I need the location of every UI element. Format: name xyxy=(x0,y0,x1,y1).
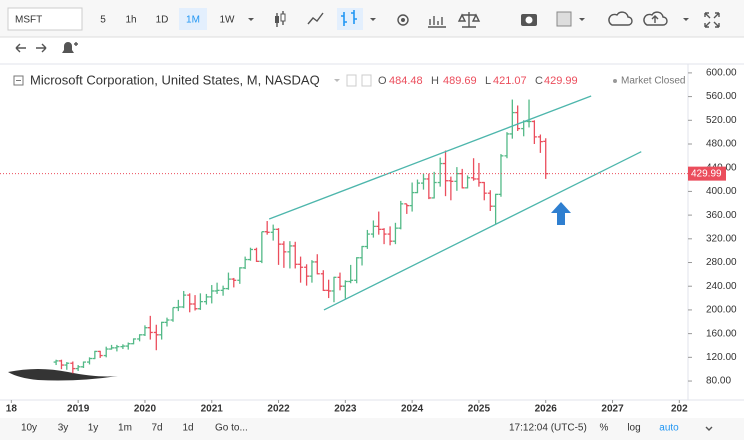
collapse-icon[interactable] xyxy=(13,75,24,86)
interval-button[interactable]: 1D xyxy=(156,15,169,26)
x-tick-label: 2027 xyxy=(601,404,624,415)
x-tick-label: 2021 xyxy=(201,404,224,415)
y-tick-label: 240.00 xyxy=(706,281,737,292)
legend-high: 489.69 xyxy=(443,75,477,87)
x-tick-label: 2023 xyxy=(334,404,357,415)
legend-label: H xyxy=(431,75,439,87)
interval-button[interactable]: 1M xyxy=(186,15,200,26)
y-tick-label: 160.00 xyxy=(706,328,737,339)
y-tick-label: 600.00 xyxy=(706,68,737,79)
y-tick-label: 320.00 xyxy=(706,233,737,244)
trend-line xyxy=(323,151,642,311)
x-tick-label: 2025 xyxy=(468,404,491,415)
legend-label: L xyxy=(485,75,491,87)
range-button[interactable]: 1d xyxy=(182,423,193,434)
y-tick-label: 560.00 xyxy=(706,91,737,102)
y-tick-label: 200.00 xyxy=(706,305,737,316)
edit-icons[interactable] xyxy=(15,42,78,53)
legend-low: 421.07 xyxy=(493,75,527,87)
x-tick-label: 2019 xyxy=(67,404,90,415)
y-tick-label: 400.00 xyxy=(706,186,737,197)
y-tick-label: 480.00 xyxy=(706,139,737,150)
y-tick-label: 280.00 xyxy=(706,257,737,268)
range-button[interactable]: 10y xyxy=(21,423,37,434)
x-tick-label: 2026 xyxy=(535,404,558,415)
market-status: Market Closed xyxy=(621,76,685,87)
scale-option[interactable]: % xyxy=(600,423,609,434)
trend-line xyxy=(268,95,592,220)
x-tick-label: 2020 xyxy=(134,404,157,415)
y-tick-label: 80.00 xyxy=(706,376,731,387)
legend-dropdown[interactable] xyxy=(334,79,340,82)
interval-button[interactable]: 5 xyxy=(100,15,106,26)
legend-icon[interactable] xyxy=(361,74,372,87)
x-tick-label: 18 xyxy=(6,404,18,415)
scale-option[interactable]: log xyxy=(627,423,640,434)
x-tick-label: 202 xyxy=(671,404,688,415)
y-tick-label: 360.00 xyxy=(706,210,737,221)
legend-title: Microsoft Corporation, United States, M,… xyxy=(30,72,320,87)
price-label-bg xyxy=(688,166,726,181)
y-tick-label: 120.00 xyxy=(706,352,737,363)
interval-button[interactable]: 1h xyxy=(125,15,136,26)
legend-label: O xyxy=(378,75,387,87)
chart-type-icons[interactable] xyxy=(275,8,720,30)
legend-label: C xyxy=(535,75,543,87)
bottom-bar xyxy=(0,418,744,440)
status-dot xyxy=(613,79,617,83)
x-tick-label: 2024 xyxy=(401,404,424,415)
active-interval-bg xyxy=(179,8,207,30)
clock: 17:12:04 (UTC-5) xyxy=(509,423,587,434)
legend-close: 429.99 xyxy=(544,75,578,87)
range-button[interactable]: 1y xyxy=(88,423,99,434)
scale-option[interactable]: auto xyxy=(659,423,679,434)
interval-button[interactable]: 1W xyxy=(220,15,236,26)
arrow-annotation xyxy=(551,202,571,225)
symbol-box[interactable] xyxy=(7,7,83,31)
range-button[interactable]: 7d xyxy=(151,423,162,434)
legend-open: 484.48 xyxy=(389,75,423,87)
price-label: 429.99 xyxy=(691,168,722,179)
goto-button[interactable]: Go to... xyxy=(215,423,248,434)
symbol[interactable]: MSFT xyxy=(15,15,42,26)
y-tick-label: 520.00 xyxy=(706,115,737,126)
dropdown-icon[interactable] xyxy=(248,18,254,21)
legend-icon[interactable] xyxy=(346,74,357,87)
redaction xyxy=(8,369,118,381)
x-tick-label: 2022 xyxy=(267,404,290,415)
collapse-bottom[interactable] xyxy=(705,426,713,431)
range-button[interactable]: 1m xyxy=(118,423,132,434)
range-button[interactable]: 3y xyxy=(58,423,69,434)
